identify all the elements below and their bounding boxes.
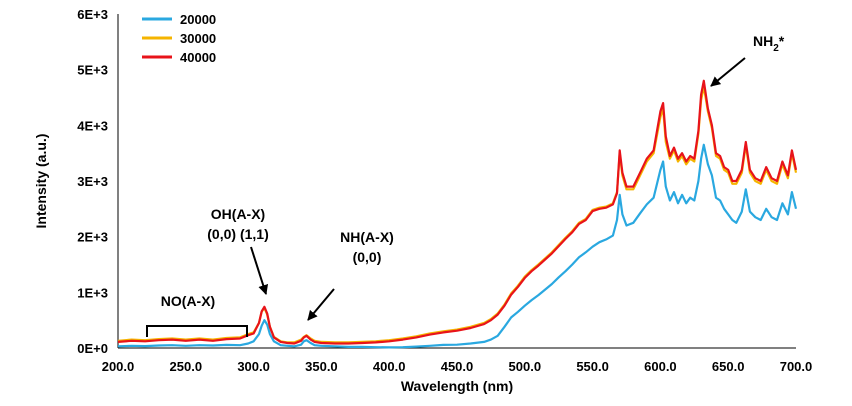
y-tick-label: 2E+3	[77, 230, 108, 245]
x-tick-label: 400.0	[373, 359, 406, 374]
y-tick-label: 6E+3	[77, 7, 108, 22]
x-tick-label: 250.0	[170, 359, 203, 374]
annotation-nh-arrow	[307, 288, 335, 321]
annotation-no: NO(A-X)	[146, 293, 248, 337]
x-tick-label: 300.0	[237, 359, 270, 374]
annotation-nh2: NH2*	[710, 33, 785, 87]
x-tick-label: 350.0	[305, 359, 338, 374]
annotation-nh-line1: NH(A-X)	[340, 229, 394, 245]
x-tick-label: 500.0	[509, 359, 542, 374]
annotation-oh: OH(A-X) (0,0) (1,1)	[207, 206, 269, 295]
svg-text:NH2*: NH2*	[753, 33, 785, 54]
annotation-nh2-subscript: 2	[773, 43, 779, 54]
y-axis-title: Intensity (a.u.)	[33, 134, 49, 229]
x-tick-label: 700.0	[780, 359, 813, 374]
annotation-nh2-arrow	[710, 57, 746, 87]
legend-label-30000: 30000	[180, 31, 216, 46]
annotation-no-bracket	[146, 325, 248, 337]
series-layer	[117, 79, 798, 349]
series-line-20000	[117, 143, 798, 349]
annotation-nh2-star: *	[779, 33, 785, 49]
annotation-nh2-label: NH	[753, 33, 773, 49]
legend-label-40000: 40000	[180, 50, 216, 65]
annotation-nh-line2: (0,0)	[353, 249, 382, 265]
x-tick-label: 600.0	[644, 359, 677, 374]
y-tick-label: 5E+3	[77, 63, 108, 78]
annotation-nh: NH(A-X) (0,0)	[307, 229, 394, 321]
x-ticks: 200.0 250.0 300.0 350.0 400.0 450.0 500.0 550.0…	[102, 359, 813, 374]
annotation-oh-line1: OH(A-X)	[211, 206, 265, 222]
y-tick-label: 0E+0	[77, 341, 108, 356]
y-ticks: 0E+0 1E+3 2E+3 3E+3 4E+3 5E+3 6E+3	[77, 7, 108, 356]
annotation-no-label: NO(A-X)	[161, 293, 215, 309]
x-axis-title: Wavelength (nm)	[401, 378, 513, 394]
legend-label-20000: 20000	[180, 12, 216, 27]
x-tick-label: 650.0	[712, 359, 745, 374]
y-tick-label: 1E+3	[77, 285, 108, 300]
legend: 20000 30000 40000	[142, 12, 216, 65]
series-line-40000	[117, 79, 798, 345]
x-tick-label: 550.0	[576, 359, 609, 374]
x-tick-label: 450.0	[441, 359, 474, 374]
y-tick-label: 4E+3	[77, 118, 108, 133]
y-tick-label: 3E+3	[77, 174, 108, 189]
annotation-oh-line2: (0,0) (1,1)	[207, 226, 268, 242]
annotation-oh-arrow	[250, 246, 269, 295]
x-tick-label: 200.0	[102, 359, 135, 374]
